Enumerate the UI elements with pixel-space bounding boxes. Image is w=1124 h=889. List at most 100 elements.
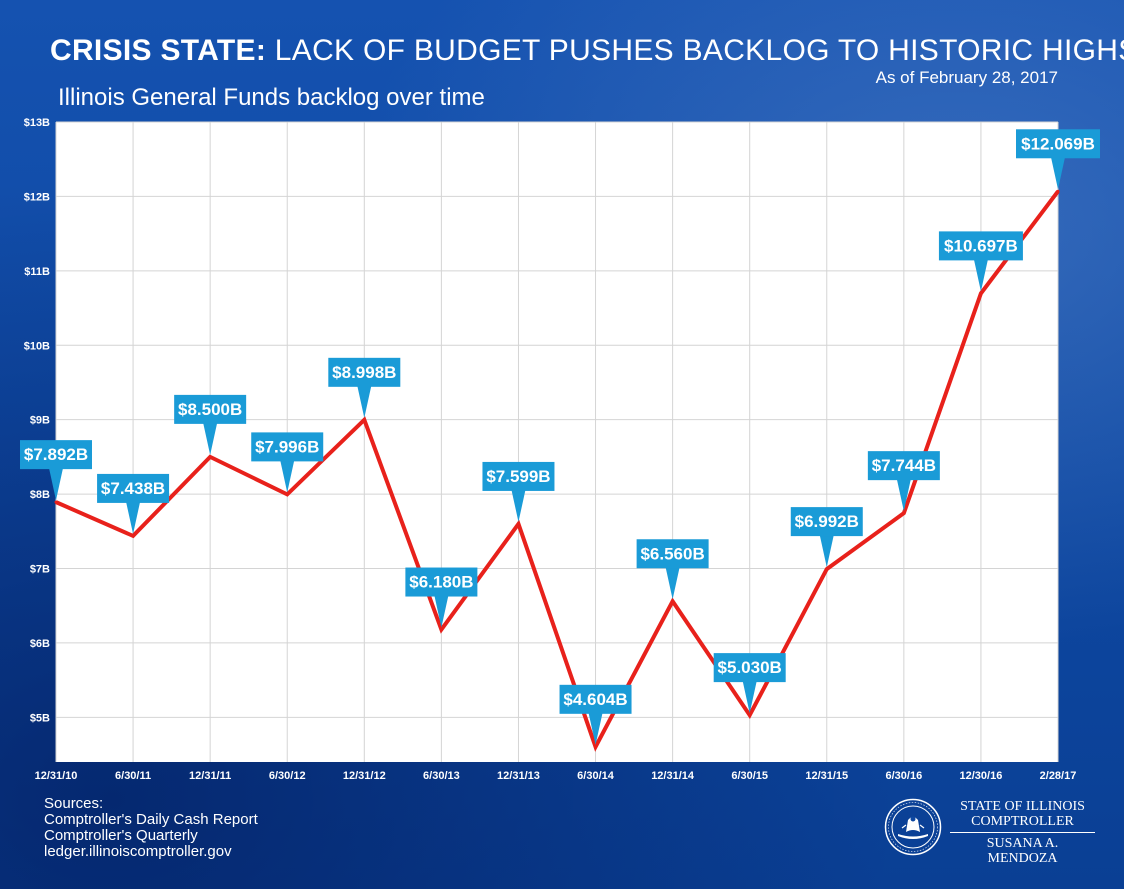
data-point [671,599,675,603]
x-tick-label: 6/30/14 [577,770,615,782]
data-label: $4.604B [563,690,627,709]
callout-pointer [126,501,141,534]
callout-box [405,567,478,597]
data-label-callout: $6.180B [405,567,478,628]
y-tick-label: $5B [30,712,50,724]
data-label-callout: $6.992B [790,507,863,568]
data-label-callout: $6.560B [636,539,709,600]
sources-heading: Sources: [44,795,104,812]
data-label-callout: $8.500B [174,394,247,455]
callout-box [559,684,632,714]
callout-pointer [588,712,603,745]
data-point [902,511,906,515]
data-label-callout: $12.069B [1016,129,1100,190]
data-label: $5.030B [718,658,782,677]
data-point [748,713,752,717]
data-point [285,492,289,496]
x-tick-label: 6/30/15 [731,770,768,782]
callout-box [1016,129,1100,159]
sources-block: Sources: Comptroller's Daily Cash Report… [44,796,258,860]
data-point [131,534,135,538]
callout-pointer [203,422,218,455]
data-label: $12.069B [1021,134,1095,153]
callout-box [713,653,786,683]
data-label-callout: $7.438B [97,473,170,534]
callout-pointer [357,385,372,418]
source-line: Comptroller's Daily Cash Report [44,811,258,828]
source-line: Comptroller's Quarterly [44,827,198,844]
x-tick-label: 12/30/16 [960,770,1003,782]
callout-box [867,451,940,481]
callout-box [328,357,401,387]
data-label: $7.744B [872,456,936,475]
y-tick-label: $10B [24,340,50,352]
callout-box [482,461,555,491]
x-tick-label: 12/31/15 [805,770,848,782]
data-label-callout: $5.030B [713,653,786,714]
x-tick-label: 2/28/17 [1040,770,1077,782]
callout-pointer [973,259,988,292]
y-tick-label: $6B [30,638,50,650]
source-line: ledger.illinoiscomptroller.gov [44,843,232,860]
data-point [208,455,212,459]
data-label: $8.998B [332,363,396,382]
chart-title: CRISIS STATE: LACK OF BUDGET PUSHES BACK… [50,33,1124,69]
comptroller-logo: STATE OF ILLINOIS COMPTROLLER SUSANA A. … [884,797,1099,866]
backlog-series-line [55,190,1060,752]
logo-divider [950,832,1095,833]
data-label-callout: $7.892B [20,440,92,501]
callout-pointer [665,567,680,600]
callout-pointer [49,468,63,501]
data-label-callout: $4.604B [559,684,632,745]
logo-line-comptroller: COMPTROLLER [971,814,1074,829]
callout-box [636,539,709,569]
callout-pointer [819,535,834,568]
data-point [979,291,983,295]
x-tick-label: 6/30/12 [269,770,306,782]
data-point [439,628,443,632]
data-label: $6.560B [640,544,704,563]
data-label: $7.996B [255,437,319,456]
callout-pointer [742,681,757,714]
callout-pointer [896,479,911,512]
x-tick-label: 12/31/10 [35,770,78,782]
callout-box [938,231,1023,261]
logo-line-state: STATE OF ILLINOIS [960,799,1085,814]
y-tick-label: $8B [30,489,50,501]
x-tick-label: 12/31/13 [497,770,540,782]
state-seal-icon [884,798,942,856]
x-tick-label: 12/31/14 [651,770,695,782]
data-point [594,745,598,749]
x-tick-label: 12/31/11 [189,770,231,782]
title-bold: CRISIS STATE: [50,34,267,67]
title-rest: LACK OF BUDGET PUSHES BACKLOG TO HISTORI… [266,34,1124,67]
data-label-callout: $7.996B [251,432,324,493]
data-point [825,567,829,571]
x-tick-label: 12/31/12 [343,770,386,782]
chart-subtitle: Illinois General Funds backlog over time [58,84,485,111]
y-tick-label: $11B [24,266,50,278]
data-point [54,500,58,504]
data-point [1056,189,1060,193]
y-tick-label: $9B [30,415,50,427]
data-label: $8.500B [178,400,242,419]
x-tick-label: 6/30/16 [885,770,922,782]
callout-pointer [434,595,449,628]
y-tick-label: $12B [24,191,50,203]
callout-pointer [1051,157,1065,190]
data-label: $10.697B [944,236,1018,255]
data-label: $7.892B [24,445,88,464]
data-label: $6.992B [795,512,859,531]
data-point [516,522,520,526]
callout-box [20,440,92,470]
callout-pointer [511,489,526,522]
data-label-callout: $8.998B [328,357,401,418]
data-label-callout: $7.744B [867,451,940,512]
callout-box [174,394,247,424]
comptroller-office-text: STATE OF ILLINOIS COMPTROLLER SUSANA A. … [950,799,1095,866]
x-tick-label: 6/30/11 [115,770,151,782]
y-tick-label: $13B [24,117,50,129]
data-label-callout: $10.697B [938,231,1023,292]
y-tick-label: $7B [30,564,50,576]
